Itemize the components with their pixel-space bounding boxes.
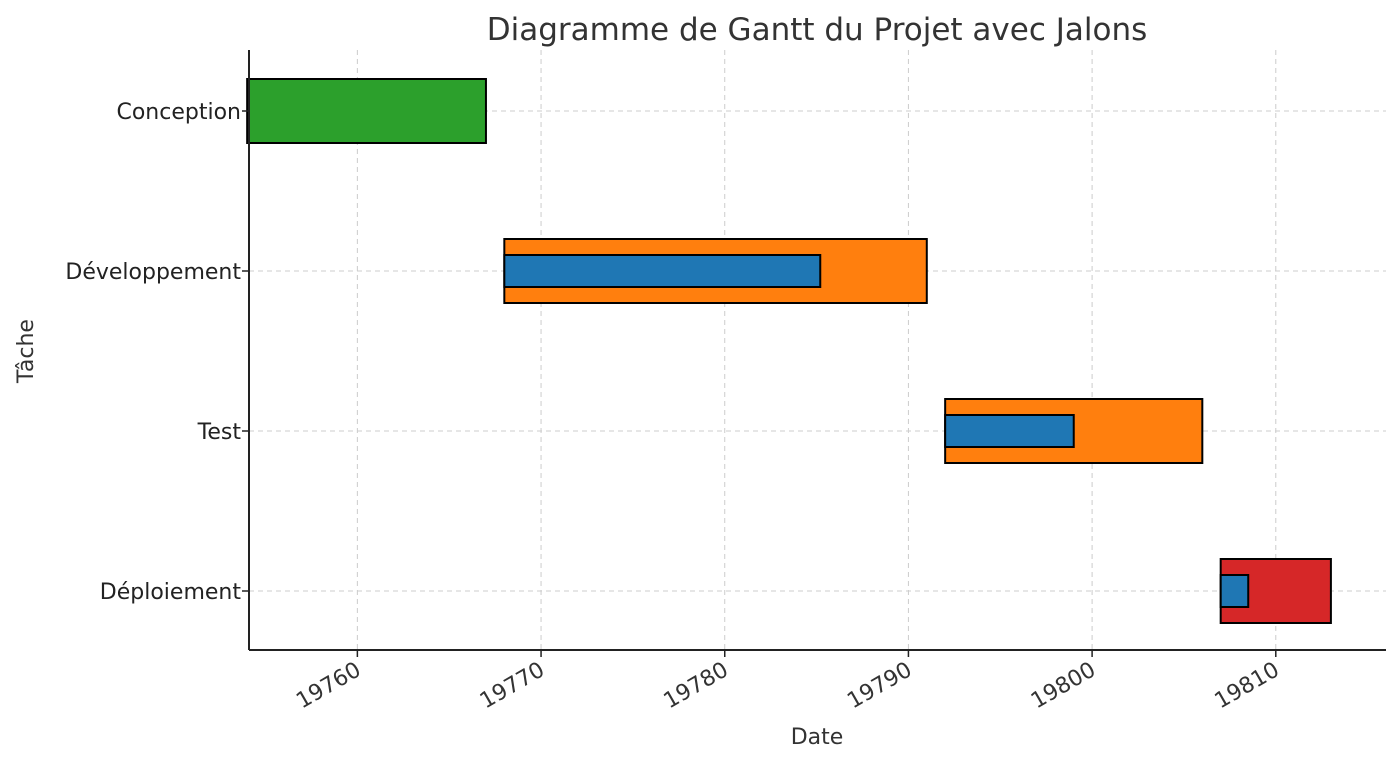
y-tick-labels: Conception Développement Test Déploiement <box>65 100 241 605</box>
x-axis-label: Date <box>791 725 844 750</box>
y-tick-label-2: Test <box>197 420 242 445</box>
task-progress-bar-3 <box>1219 574 1250 608</box>
x-tick-label-4: 19800 <box>1027 658 1100 715</box>
y-tick-label-3: Déploiement <box>100 580 242 605</box>
task-bar-0 <box>246 78 487 144</box>
x-tick-label-2: 19780 <box>660 658 733 715</box>
x-tick-label-5: 19810 <box>1211 658 1284 715</box>
task-progress-bar-1 <box>503 254 822 288</box>
y-axis-label: Tâche <box>14 319 39 384</box>
x-tick-label-0: 19760 <box>292 658 365 715</box>
chart-title: Diagramme de Gantt du Projet avec Jalons <box>487 12 1148 48</box>
y-tick-label-0: Conception <box>116 100 241 125</box>
x-tick-label-3: 19790 <box>843 658 916 715</box>
task-bars <box>246 78 1332 624</box>
task-progress-bar-2 <box>944 414 1075 448</box>
axes <box>242 50 1386 657</box>
x-tick-label-1: 19770 <box>476 658 549 715</box>
x-tick-labels: 19760 19770 19780 19790 19800 19810 <box>292 658 1284 715</box>
y-tick-label-1: Développement <box>65 260 241 285</box>
